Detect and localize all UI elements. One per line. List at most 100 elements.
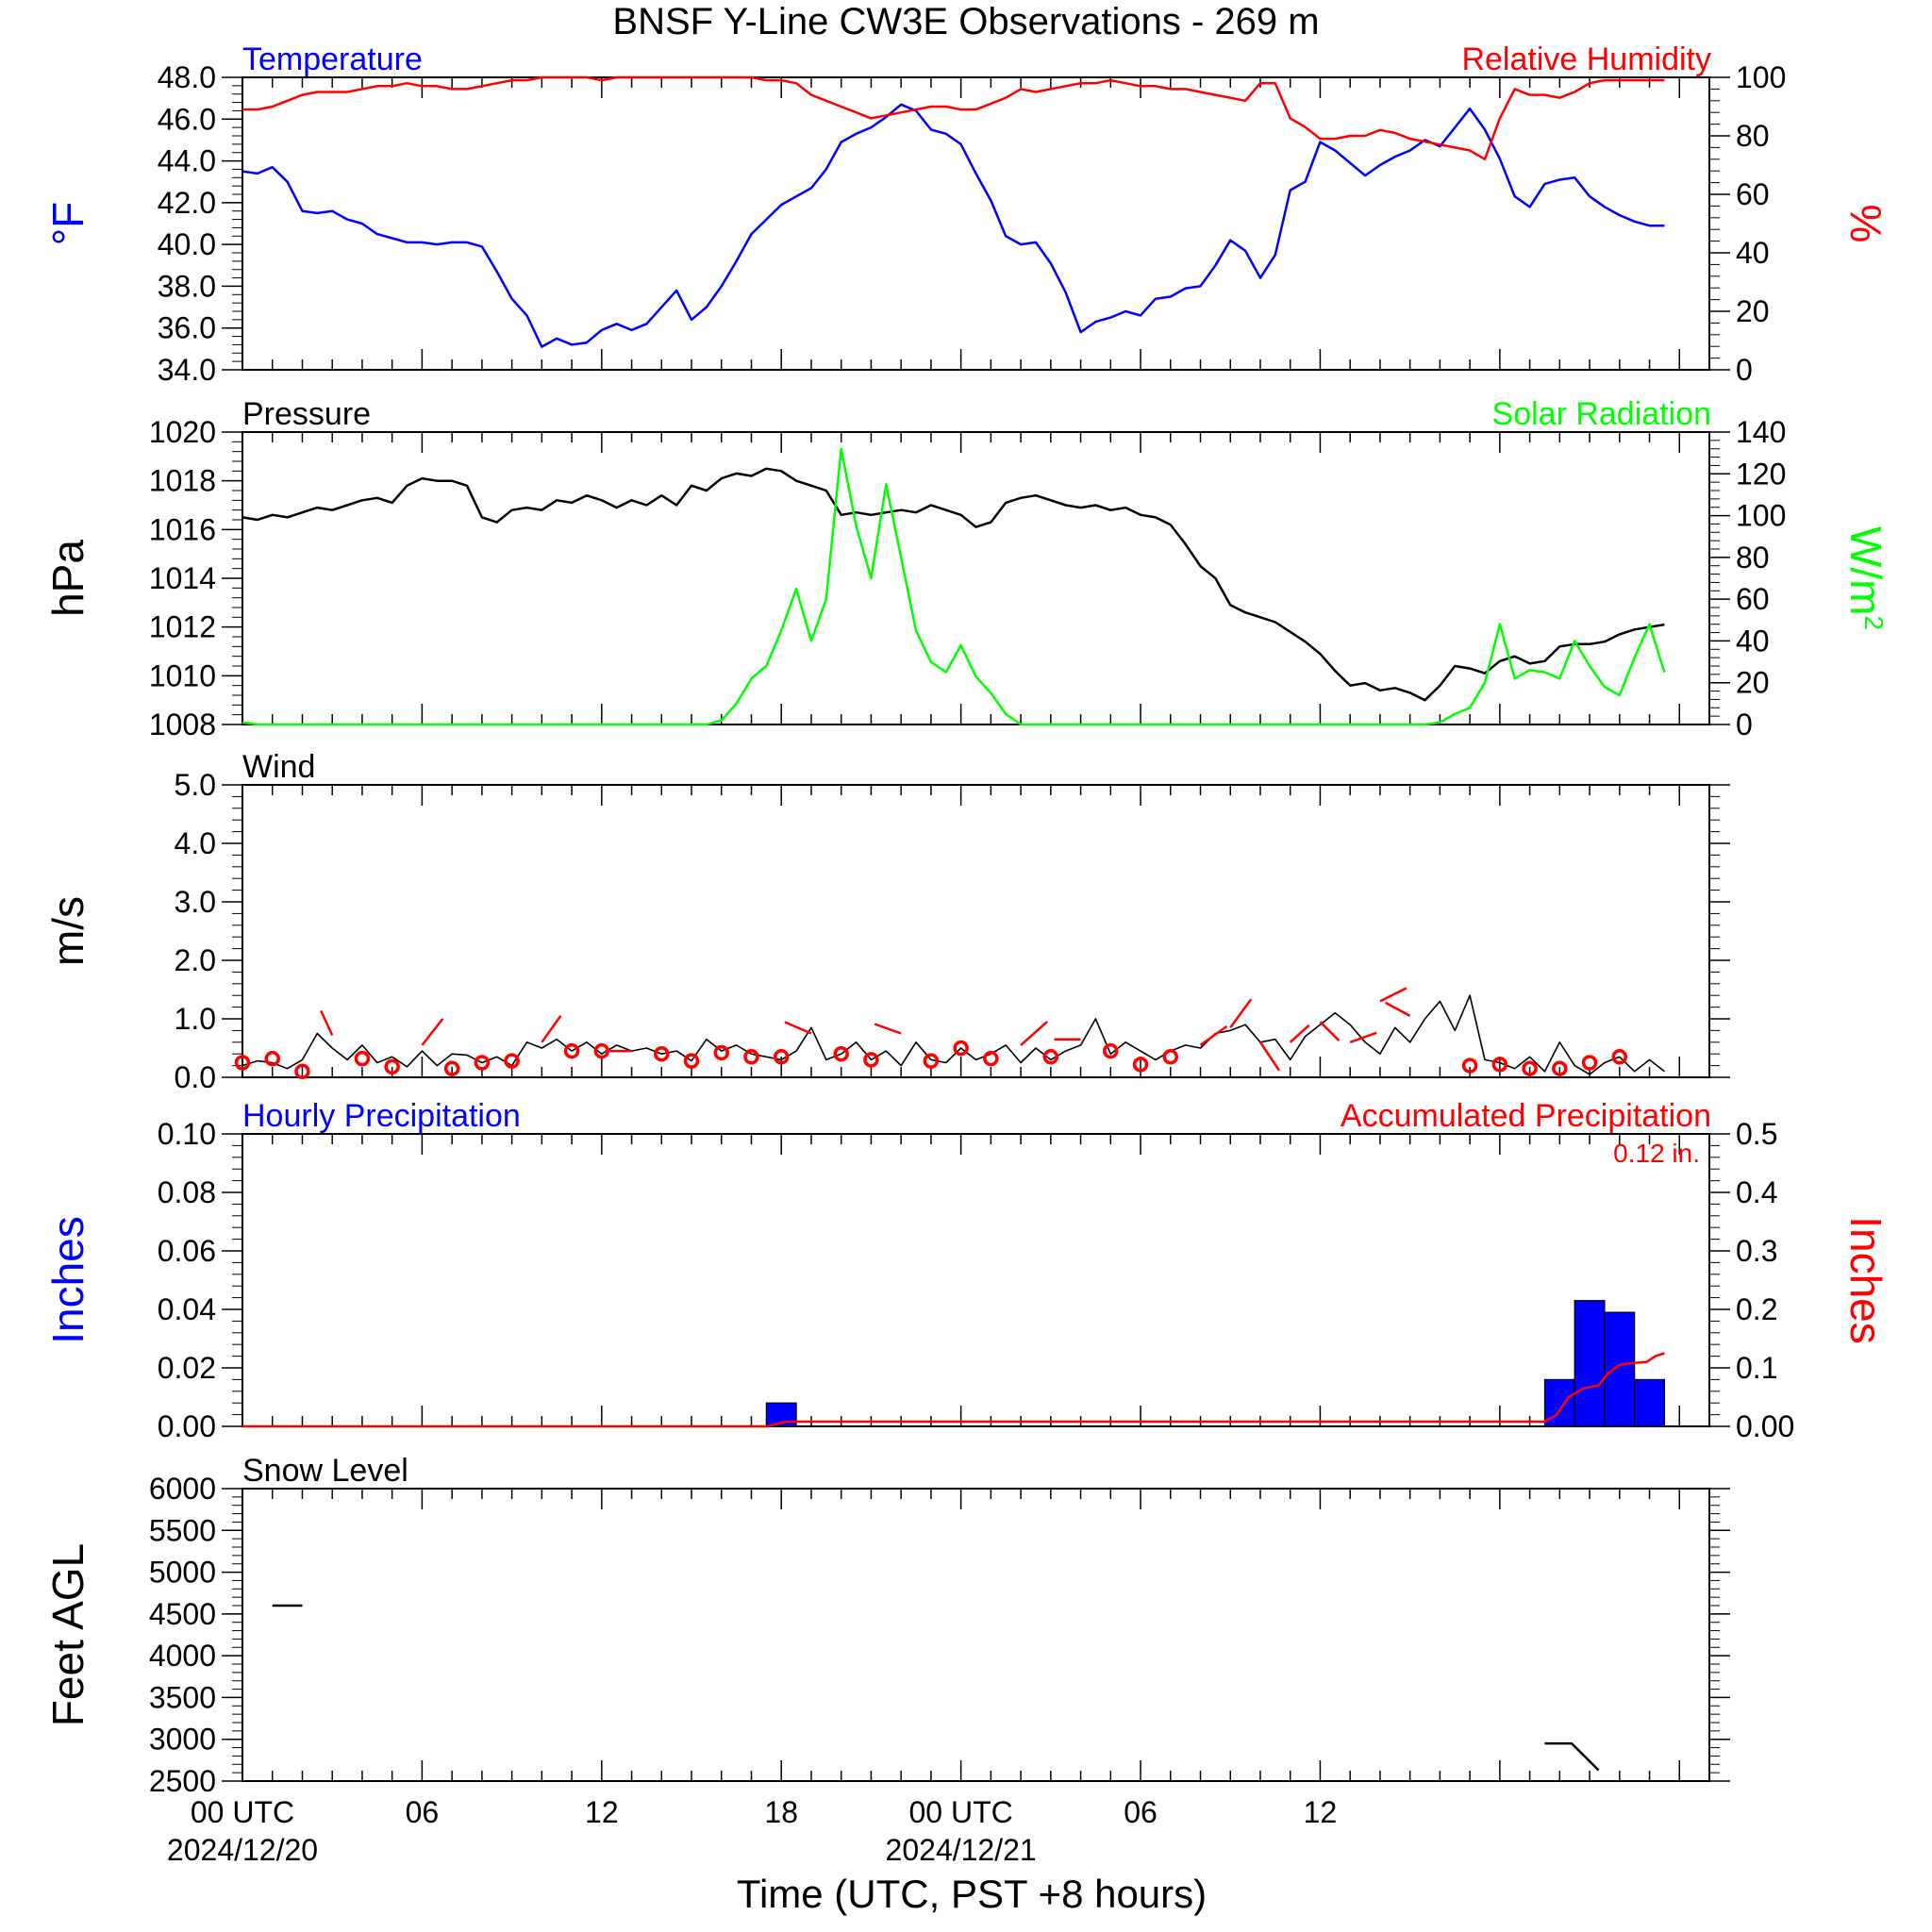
y-left-tick-label: 0.10 (158, 1117, 216, 1151)
y-left-unit-label: Inches (43, 1216, 92, 1344)
y-left-tick-label: 4000 (149, 1639, 216, 1673)
y-left-unit-label: Feet AGL (43, 1543, 92, 1726)
y-right-tick-label: 0 (1736, 353, 1753, 387)
wind-panel: 0.0 1.0 2.0 3.0 4.0 5.0 Wind m/s (43, 749, 1730, 1094)
pressure-solar-panel: 1008 1010 1012 1014 1016 1018 1020 0 20 40 60 80 100… (43, 396, 1890, 741)
y-left-tick-label: 3.0 (175, 885, 216, 919)
temperature-humidity-panel: 34.0 36.0 38.0 40.0 42.0 44.0 46.0 48.0 0 20 40 60 8… (43, 42, 1890, 387)
wind-barb (320, 1009, 334, 1036)
x-tick-label: 12 (1304, 1795, 1338, 1829)
wind-calm-marker (443, 1060, 460, 1076)
y-right-tick-label: 0.2 (1736, 1292, 1777, 1326)
panel-right-label: Solar Radiation (1492, 396, 1711, 432)
wind-calm-marker (384, 1058, 400, 1075)
wind-barb (784, 1021, 812, 1035)
y-left-tick-label: 34.0 (158, 353, 216, 387)
y-left-tick-label: 1008 (149, 708, 216, 741)
y-left-tick-label: 5500 (149, 1513, 216, 1547)
wind-calm-marker (1581, 1055, 1598, 1071)
y-right-tick-label: 140 (1736, 415, 1786, 449)
y-left-tick-label: 5000 (149, 1556, 216, 1590)
y-left-tick-label: 1020 (149, 415, 216, 449)
x-tick-label: 00 UTC (191, 1795, 294, 1829)
y-left-tick-label: 40.0 (158, 227, 216, 261)
y-left-tick-label: 5.0 (175, 768, 216, 802)
plot-frame (242, 784, 1710, 1078)
y-right-tick-label: 20 (1736, 294, 1770, 328)
panel-left-label: Pressure (242, 396, 371, 432)
wind-calm-marker (294, 1063, 310, 1080)
wind-calm-marker (743, 1049, 759, 1065)
unit-superscript: 2 (1860, 615, 1890, 630)
wind-calm-marker (1042, 1049, 1059, 1065)
panel-right-label: Accumulated Precipitation (1341, 1098, 1711, 1134)
y-left-tick-label: 0.08 (158, 1175, 216, 1209)
wind-barb (1349, 1031, 1377, 1043)
wind-calm-marker (234, 1055, 251, 1071)
wind-barb (1020, 1020, 1048, 1046)
wind-calm-marker (773, 1049, 790, 1065)
wind-calm-marker (713, 1044, 730, 1061)
wind-calm-marker (504, 1053, 520, 1069)
y-right-tick-label: 80 (1736, 119, 1770, 153)
wind-barb (1379, 987, 1407, 1003)
y-left-tick-label: 1010 (149, 658, 216, 692)
y-left-tick-label: 2.0 (175, 943, 216, 977)
wind-calm-marker (563, 1042, 580, 1059)
series-line-solar-radiation (242, 447, 1666, 726)
plot-frame (242, 1133, 1710, 1427)
snow-level-panel: 2500 3000 3500 4000 4500 5000 5500 6000 Snow Lev… (43, 1453, 1730, 1867)
wind-calm-marker (264, 1050, 280, 1067)
y-left-tick-label: 0.02 (158, 1351, 216, 1385)
chart-title: BNSF Y-Line CW3E Observations - 269 m (612, 1, 1319, 42)
y-left-tick-label: 1018 (149, 464, 216, 498)
y-right-tick-label: 60 (1736, 177, 1770, 211)
wind-calm-marker (953, 1040, 969, 1057)
precip-bar (1634, 1378, 1665, 1427)
wind-barb (1258, 1041, 1281, 1072)
y-right-unit-label: Inches (1841, 1216, 1890, 1344)
wind-barb (1199, 1024, 1228, 1046)
y-left-tick-label: 2500 (149, 1764, 216, 1798)
y-right-tick-label: 0.3 (1736, 1234, 1777, 1268)
x-date-label: 2024/12/20 (167, 1833, 318, 1867)
wind-barb (1319, 1021, 1341, 1041)
wind-calm-marker (863, 1052, 879, 1068)
y-left-tick-label: 0.00 (158, 1409, 216, 1443)
y-left-tick-label: 3500 (149, 1680, 216, 1714)
x-tick-label: 18 (764, 1795, 798, 1829)
accumulated-total-label: 0.12 in. (1613, 1139, 1700, 1168)
wind-calm-marker (923, 1053, 940, 1069)
panel-right-label: Relative Humidity (1461, 42, 1711, 77)
wind-calm-marker (1132, 1057, 1149, 1073)
panel-left-label: Wind (242, 749, 315, 785)
wind-calm-marker (1611, 1049, 1628, 1065)
y-right-tick-label: 80 (1736, 541, 1770, 575)
y-right-tick-label: 100 (1736, 60, 1786, 94)
y-left-tick-label: 4500 (149, 1597, 216, 1631)
y-left-tick-label: 42.0 (158, 186, 216, 220)
panels-group: 34.036.038.040.042.044.046.048.002040608… (43, 42, 1890, 1867)
series-line-snow-level (1544, 1741, 1600, 1772)
wind-barb (1229, 998, 1253, 1029)
y-left-tick-label: 4.0 (175, 826, 216, 860)
y-right-tick-label: 40 (1736, 236, 1770, 270)
wind-calm-marker (1162, 1049, 1179, 1065)
y-right-tick-label: 0.00 (1736, 1409, 1794, 1443)
wind-barb (541, 1015, 562, 1043)
y-right-tick-label: 0.1 (1736, 1351, 1777, 1385)
wind-calm-marker (683, 1053, 700, 1069)
y-right-tick-label: 100 (1736, 499, 1786, 533)
y-right-tick-label: 60 (1736, 582, 1770, 616)
y-left-tick-label: 36.0 (158, 311, 216, 345)
y-left-tick-label: 1012 (149, 610, 216, 644)
wind-calm-marker (474, 1055, 491, 1071)
y-left-tick-label: 44.0 (158, 144, 216, 178)
y-right-tick-label: 40 (1736, 624, 1770, 658)
series-line-pressure (242, 467, 1665, 702)
series-line-relative-humidity (242, 75, 1665, 161)
x-tick-label: 12 (585, 1795, 619, 1829)
y-left-tick-label: 3000 (149, 1723, 216, 1757)
precipitation-panel: 0.00 0.02 0.04 0.06 0.08 0.10 0.00 0.1 0.2 0.3 0.4… (43, 1098, 1890, 1443)
